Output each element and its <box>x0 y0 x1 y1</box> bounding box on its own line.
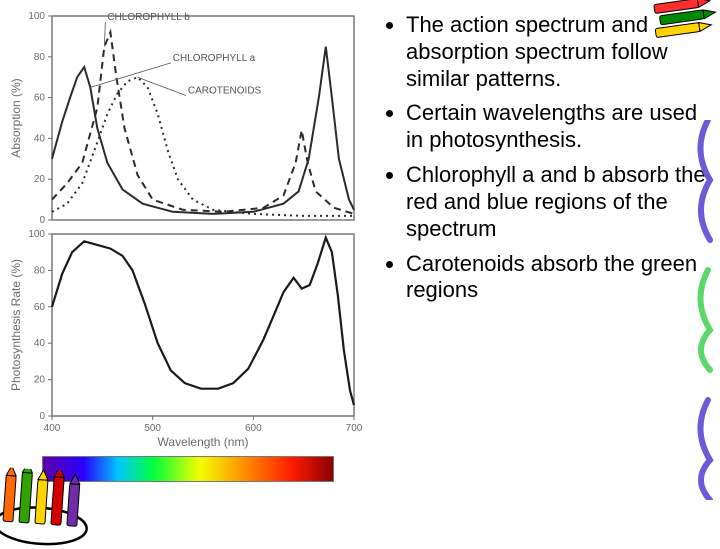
bullet-list: The action spectrum and absorption spect… <box>384 12 710 304</box>
figure-area: 0 20 40 60 80 100 Absorption (%) CHLOROPHYLL b C… <box>6 8 366 532</box>
svg-text:100: 100 <box>28 11 45 22</box>
svg-text:CHLOROPHYLL a: CHLOROPHYLL a <box>173 53 256 64</box>
text-area: The action spectrum and absorption spect… <box>366 8 714 532</box>
action-chart: 0 20 40 60 80 100 400 500 600 700 Wavelength (nm) P… <box>6 230 366 450</box>
svg-text:Photosynthesis Rate (%): Photosynthesis Rate (%) <box>9 259 23 391</box>
svg-text:60: 60 <box>34 93 46 104</box>
svg-text:80: 80 <box>34 52 46 63</box>
svg-text:Wavelength (nm): Wavelength (nm) <box>158 435 249 449</box>
svg-text:Absorption (%): Absorption (%) <box>9 78 23 157</box>
svg-text:80: 80 <box>34 265 46 276</box>
svg-text:400: 400 <box>44 423 61 434</box>
svg-text:CAROTENOIDS: CAROTENOIDS <box>188 86 262 97</box>
absorption-chart-svg: 0 20 40 60 80 100 Absorption (%) CHLOROPHYLL b C… <box>6 8 362 228</box>
bullet-item: Chlorophyll a and b absorb the red and b… <box>406 162 710 242</box>
action-chart-svg: 0 20 40 60 80 100 400 500 600 700 Wavelength (nm) P… <box>6 230 362 450</box>
svg-text:100: 100 <box>28 230 45 240</box>
svg-text:0: 0 <box>39 411 45 422</box>
svg-text:40: 40 <box>34 133 46 144</box>
svg-text:0: 0 <box>39 215 45 226</box>
svg-text:20: 20 <box>34 174 46 185</box>
svg-text:600: 600 <box>245 423 262 434</box>
bullet-item: Certain wavelengths are used in photosyn… <box>406 100 710 154</box>
bullet-item: Carotenoids absorb the green regions <box>406 251 710 305</box>
swirl-decoration-icon <box>690 120 720 500</box>
crayons-bottom-left-icon <box>0 467 97 549</box>
svg-text:20: 20 <box>34 375 46 386</box>
svg-text:700: 700 <box>346 423 362 434</box>
svg-text:500: 500 <box>144 423 161 434</box>
svg-text:40: 40 <box>34 338 46 349</box>
svg-text:CHLOROPHYLL b: CHLOROPHYLL b <box>107 12 190 23</box>
svg-text:60: 60 <box>34 302 46 313</box>
absorption-chart: 0 20 40 60 80 100 Absorption (%) CHLOROPHYLL b C… <box>6 8 366 228</box>
